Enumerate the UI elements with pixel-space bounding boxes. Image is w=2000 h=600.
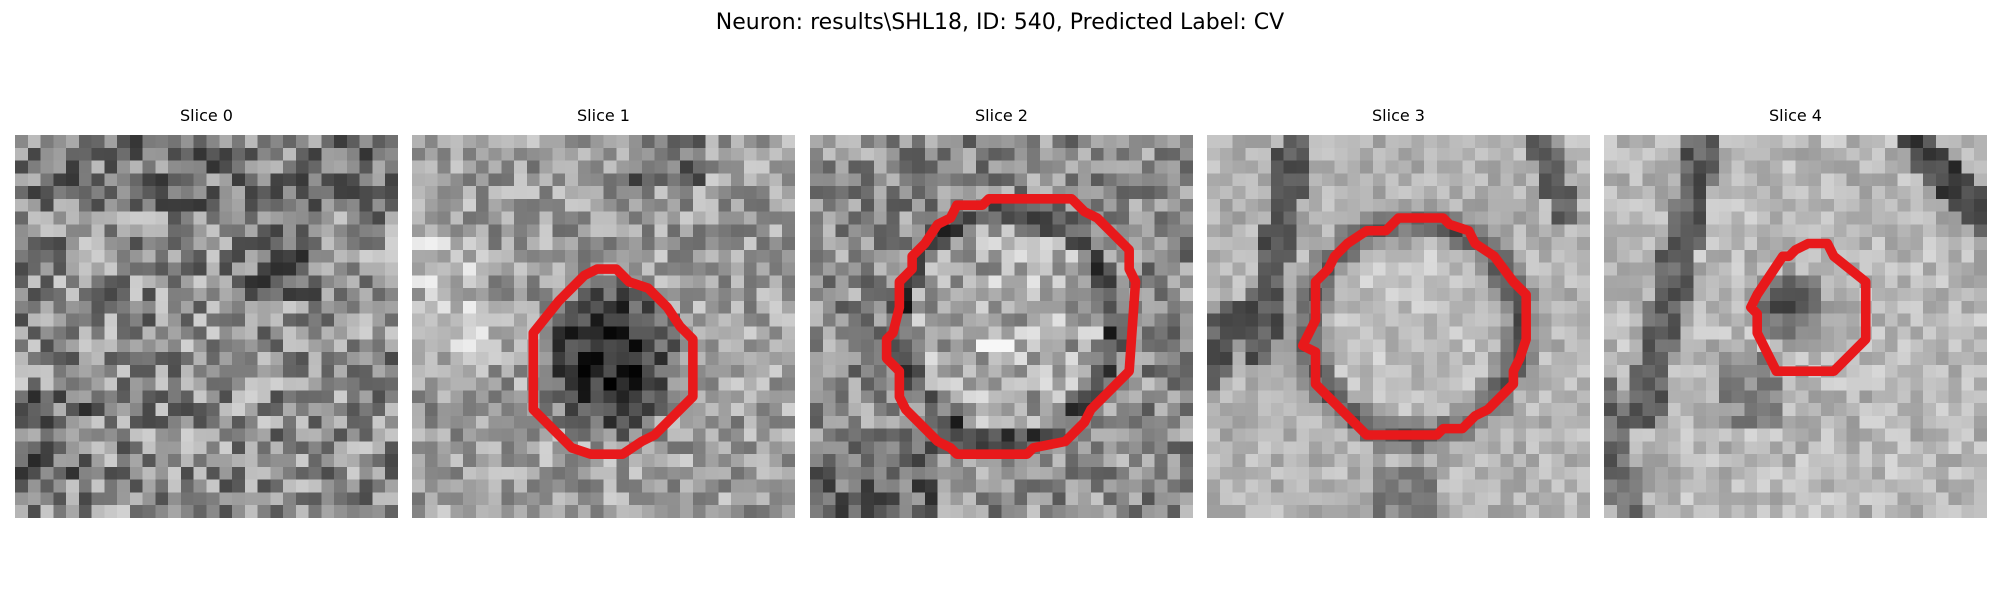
- slice-image-4: [1604, 135, 1987, 518]
- slice-title-1: Slice 1: [577, 106, 630, 125]
- figure-title: Neuron: results\SHL18, ID: 540, Predicte…: [715, 10, 1285, 35]
- slice-panel-2: Slice 2: [810, 106, 1193, 518]
- slice-panel-3: Slice 3: [1207, 106, 1590, 518]
- slice-panel-1: Slice 1: [412, 106, 795, 518]
- slice-panel-4: Slice 4: [1604, 106, 1987, 518]
- slice-title-3: Slice 3: [1372, 106, 1425, 125]
- segmentation-contour-2: [881, 194, 1141, 459]
- slice-title-2: Slice 2: [975, 106, 1028, 125]
- slice-image-2: [810, 135, 1193, 518]
- segmentation-contour-3: [1297, 213, 1531, 440]
- slice-panel-0: Slice 0: [15, 106, 398, 518]
- slice-image-0: [15, 135, 398, 518]
- slice-title-0: Slice 0: [180, 106, 233, 125]
- slice-image-1: [412, 135, 795, 518]
- segmentation-contour-1: [528, 264, 698, 459]
- slice-title-4: Slice 4: [1769, 106, 1822, 125]
- segmentation-contour-4: [1746, 238, 1871, 376]
- slice-image-3: [1207, 135, 1590, 518]
